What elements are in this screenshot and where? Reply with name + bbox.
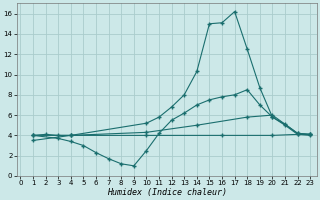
- X-axis label: Humidex (Indice chaleur): Humidex (Indice chaleur): [107, 188, 227, 197]
